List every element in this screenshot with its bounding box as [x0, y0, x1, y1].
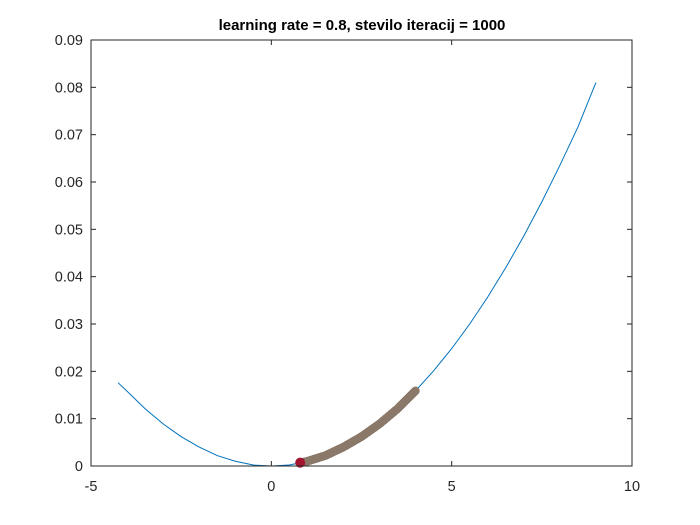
- iteration-markers: [296, 386, 420, 467]
- y-tick-label: 0.06: [55, 175, 83, 191]
- x-tick-label: 0: [267, 479, 275, 495]
- plot-area: [91, 40, 632, 466]
- y-tick-label: 0.07: [55, 128, 83, 144]
- y-tick-label: 0: [75, 459, 83, 475]
- x-tick-label: 10: [624, 479, 640, 495]
- x-tick-label: 5: [448, 479, 456, 495]
- chart-title: learning rate = 0.8, stevilo iteracij = …: [219, 17, 506, 34]
- x-tick-label: -5: [85, 479, 98, 495]
- y-tick-label: 0.01: [55, 412, 83, 428]
- y-tick-label: 0.04: [55, 270, 83, 286]
- y-tick-label: 0.09: [55, 33, 83, 49]
- y-tick-label: 0.08: [55, 80, 83, 96]
- y-tick-label: 0.02: [55, 364, 83, 380]
- final-point: [295, 457, 306, 468]
- ticks-layer: -5 0 5 1000.010.020.030.040.050.060.070.080…: [55, 33, 640, 495]
- y-tick-label: 0.05: [55, 222, 83, 238]
- data-layer: [117, 82, 597, 468]
- axes-box: [90, 39, 633, 467]
- y-tick-label: 0.03: [55, 317, 83, 333]
